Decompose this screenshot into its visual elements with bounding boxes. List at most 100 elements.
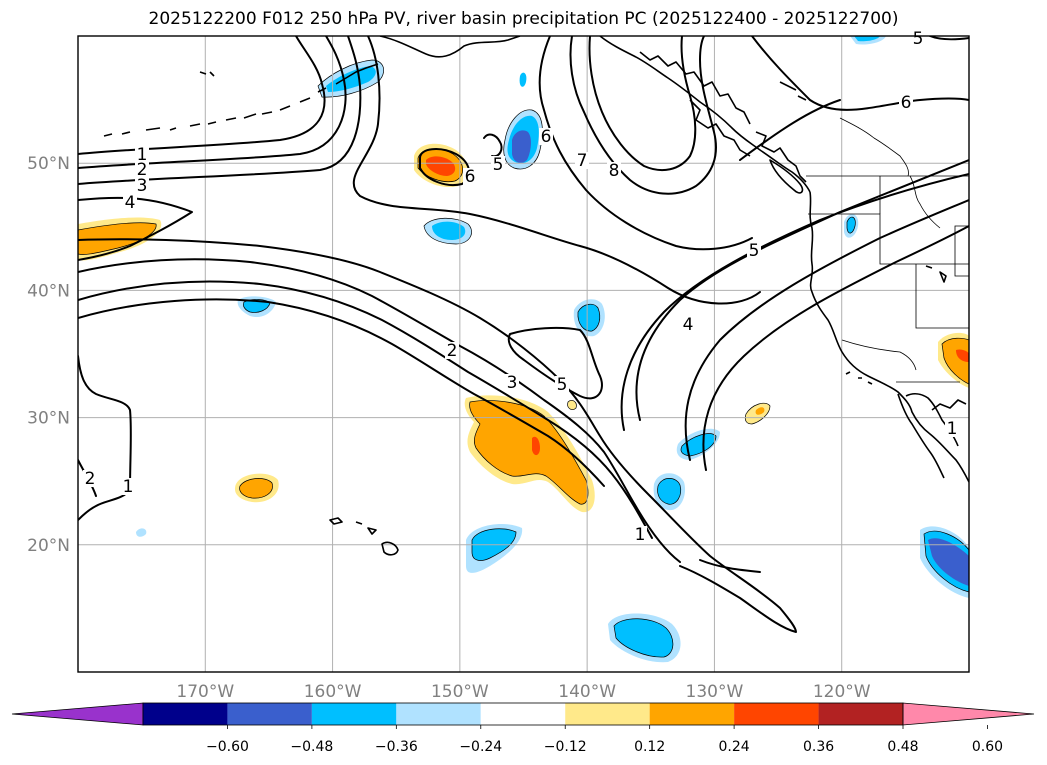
pv-label-background	[747, 242, 761, 259]
pv-contour-label: 5	[493, 155, 504, 175]
negative-anomaly-area	[326, 66, 376, 92]
pv-label-background	[491, 156, 505, 173]
pv-contour-label: 4	[683, 315, 694, 335]
pv-contour-label: 5	[749, 241, 760, 261]
positive-anomaly-area	[469, 400, 589, 505]
positive-anomaly-area	[567, 400, 577, 410]
pv-label-background	[445, 342, 459, 359]
colorbar-segment	[565, 703, 650, 725]
pv-label-background	[945, 420, 959, 437]
lon-tick-label: 130°W	[686, 682, 744, 702]
positive-anomaly-area	[239, 478, 273, 499]
colorbar-tick-label: 0.12	[634, 739, 665, 755]
colorbar-tick-label: −0.60	[206, 739, 249, 755]
colorbar-segment	[227, 703, 312, 725]
negative-anomaly-area	[243, 299, 271, 313]
colorbar-tick-label: 0.60	[972, 739, 1003, 755]
pv-contour-label: 1	[635, 525, 646, 545]
pv-contour-label: 1	[947, 419, 958, 439]
negative-anomaly-area	[680, 433, 717, 457]
pv-label-background	[505, 374, 519, 391]
colorbar-segment	[734, 703, 819, 725]
negative-anomaly-area	[512, 130, 531, 163]
pv-label-background	[575, 152, 589, 169]
pv-label-background	[135, 161, 149, 178]
map-frame	[77, 35, 970, 673]
lat-tick-label: 30°N	[27, 409, 70, 429]
pv-contour-label: 6	[465, 167, 476, 187]
graticule	[78, 36, 969, 672]
pv-contour-label: 2	[137, 160, 148, 180]
pv-label-background	[539, 128, 553, 145]
colorbar-segment	[396, 703, 481, 725]
pv-contour-label: 5	[913, 29, 924, 49]
pv-contour-label: 2	[85, 469, 96, 489]
pv-contour-label: 6	[901, 93, 912, 113]
colorbar-tick-label: 0.24	[719, 739, 750, 755]
pv-contour-label: 2	[447, 341, 458, 361]
pv-label-background	[463, 168, 477, 185]
map-title: 2025122200 F012 250 hPa PV, river basin …	[148, 9, 899, 29]
pv-contour-label: 5	[557, 375, 568, 395]
pv-contour-label: 4	[125, 193, 136, 213]
positive-anomaly-area	[755, 407, 765, 415]
lat-tick-label: 40°N	[27, 281, 70, 301]
pv-label-background	[135, 146, 149, 163]
colorbar-extend-high	[902, 702, 1035, 726]
colorbar-extend-low	[11, 702, 144, 726]
colorbar-outline	[142, 702, 904, 726]
pv-label-background	[121, 478, 135, 495]
negative-anomaly-area	[613, 618, 674, 658]
precipitation-shading	[78, 36, 969, 663]
pv-label-background	[83, 470, 97, 487]
pv-label-background	[555, 376, 569, 393]
colorbar-segment	[311, 703, 397, 725]
colorbar-tick-label: 0.48	[887, 739, 918, 755]
latitude-labels: 50°N 40°N 30°N 20°N	[27, 154, 70, 556]
colorbar-segment	[480, 703, 566, 725]
pv-label-background	[135, 177, 149, 194]
negative-anomaly-area	[432, 221, 466, 240]
colorbar-segment	[143, 703, 228, 725]
negative-anomaly-area	[519, 72, 527, 87]
pv-label-background	[607, 162, 621, 179]
lon-tick-label: 170°W	[176, 682, 234, 702]
pv-contour-label: 1	[123, 477, 134, 497]
pv-contour-label: 3	[507, 373, 518, 393]
pv-label-background	[123, 194, 137, 211]
colorbar-tick-label: −0.12	[544, 739, 587, 755]
pv-contour-label: 1	[137, 145, 148, 165]
pv-contour-label: 6	[541, 127, 552, 147]
pv-contour-label: 7	[577, 151, 588, 171]
positive-anomaly-area	[426, 156, 456, 176]
colorbar-tick-label: 0.36	[803, 739, 834, 755]
longitude-labels: 170°W 160°W 150°W 140°W 130°W 120°W	[176, 682, 870, 702]
colorbar-tick-label: −0.24	[459, 739, 502, 755]
pv-contours	[78, 36, 969, 633]
lat-tick-label: 20°N	[27, 536, 70, 556]
negative-anomaly-area	[846, 216, 856, 234]
lon-tick-label: 120°W	[813, 682, 871, 702]
colorbar-tick-label: −0.48	[290, 739, 333, 755]
negative-anomaly-area	[854, 36, 880, 42]
colorbar: −0.60 −0.48 −0.36 −0.24 −0.12 0.12 0.24 0.36 0.4…	[11, 702, 1035, 755]
positive-anomaly-area	[956, 349, 969, 362]
lat-tick-label: 50°N	[27, 154, 70, 174]
pv-contour-label: 3	[137, 176, 148, 196]
negative-anomaly-area	[928, 538, 969, 586]
positive-anomaly-area	[941, 337, 969, 385]
pv-label-background	[899, 94, 913, 111]
negative-anomaly-area	[577, 303, 601, 332]
coastlines	[103, 36, 969, 556]
colorbar-segment	[818, 703, 903, 725]
political-borders	[806, 117, 969, 383]
pv-label-background	[633, 526, 647, 543]
colorbar-tick-label: −0.36	[375, 739, 418, 755]
negative-anomaly-area	[657, 478, 682, 505]
negative-anomaly-area	[136, 528, 147, 537]
lon-tick-label: 160°W	[304, 682, 362, 702]
positive-anomaly-area	[532, 436, 540, 456]
pv-label-background	[911, 30, 925, 47]
